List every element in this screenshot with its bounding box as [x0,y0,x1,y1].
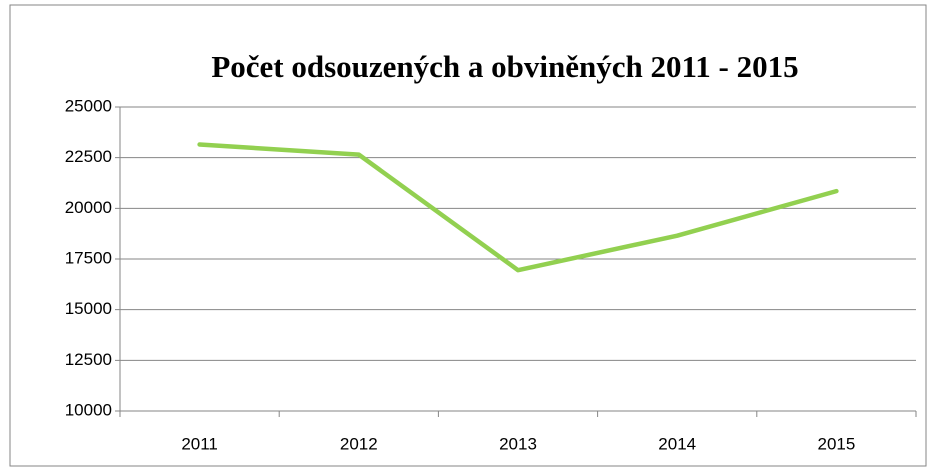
y-tick-label: 17500 [65,248,112,267]
x-tick-label: 2015 [817,434,855,453]
y-tick-label: 22500 [65,147,112,166]
x-tick-label: 2013 [499,434,537,453]
line-series [197,142,839,273]
chart-title: Počet odsouzených a obviněných 2011 - 20… [211,49,798,84]
y-tick-label: 20000 [65,198,112,217]
y-tick-label: 15000 [65,299,112,318]
x-tick-label: 2014 [658,434,696,453]
x-tick-label: 2012 [340,434,378,453]
y-tick-label: 10000 [65,400,112,419]
y-tick-label: 12500 [65,350,112,369]
x-tick-label: 2011 [181,434,218,453]
y-tick-label: 25000 [65,96,112,115]
